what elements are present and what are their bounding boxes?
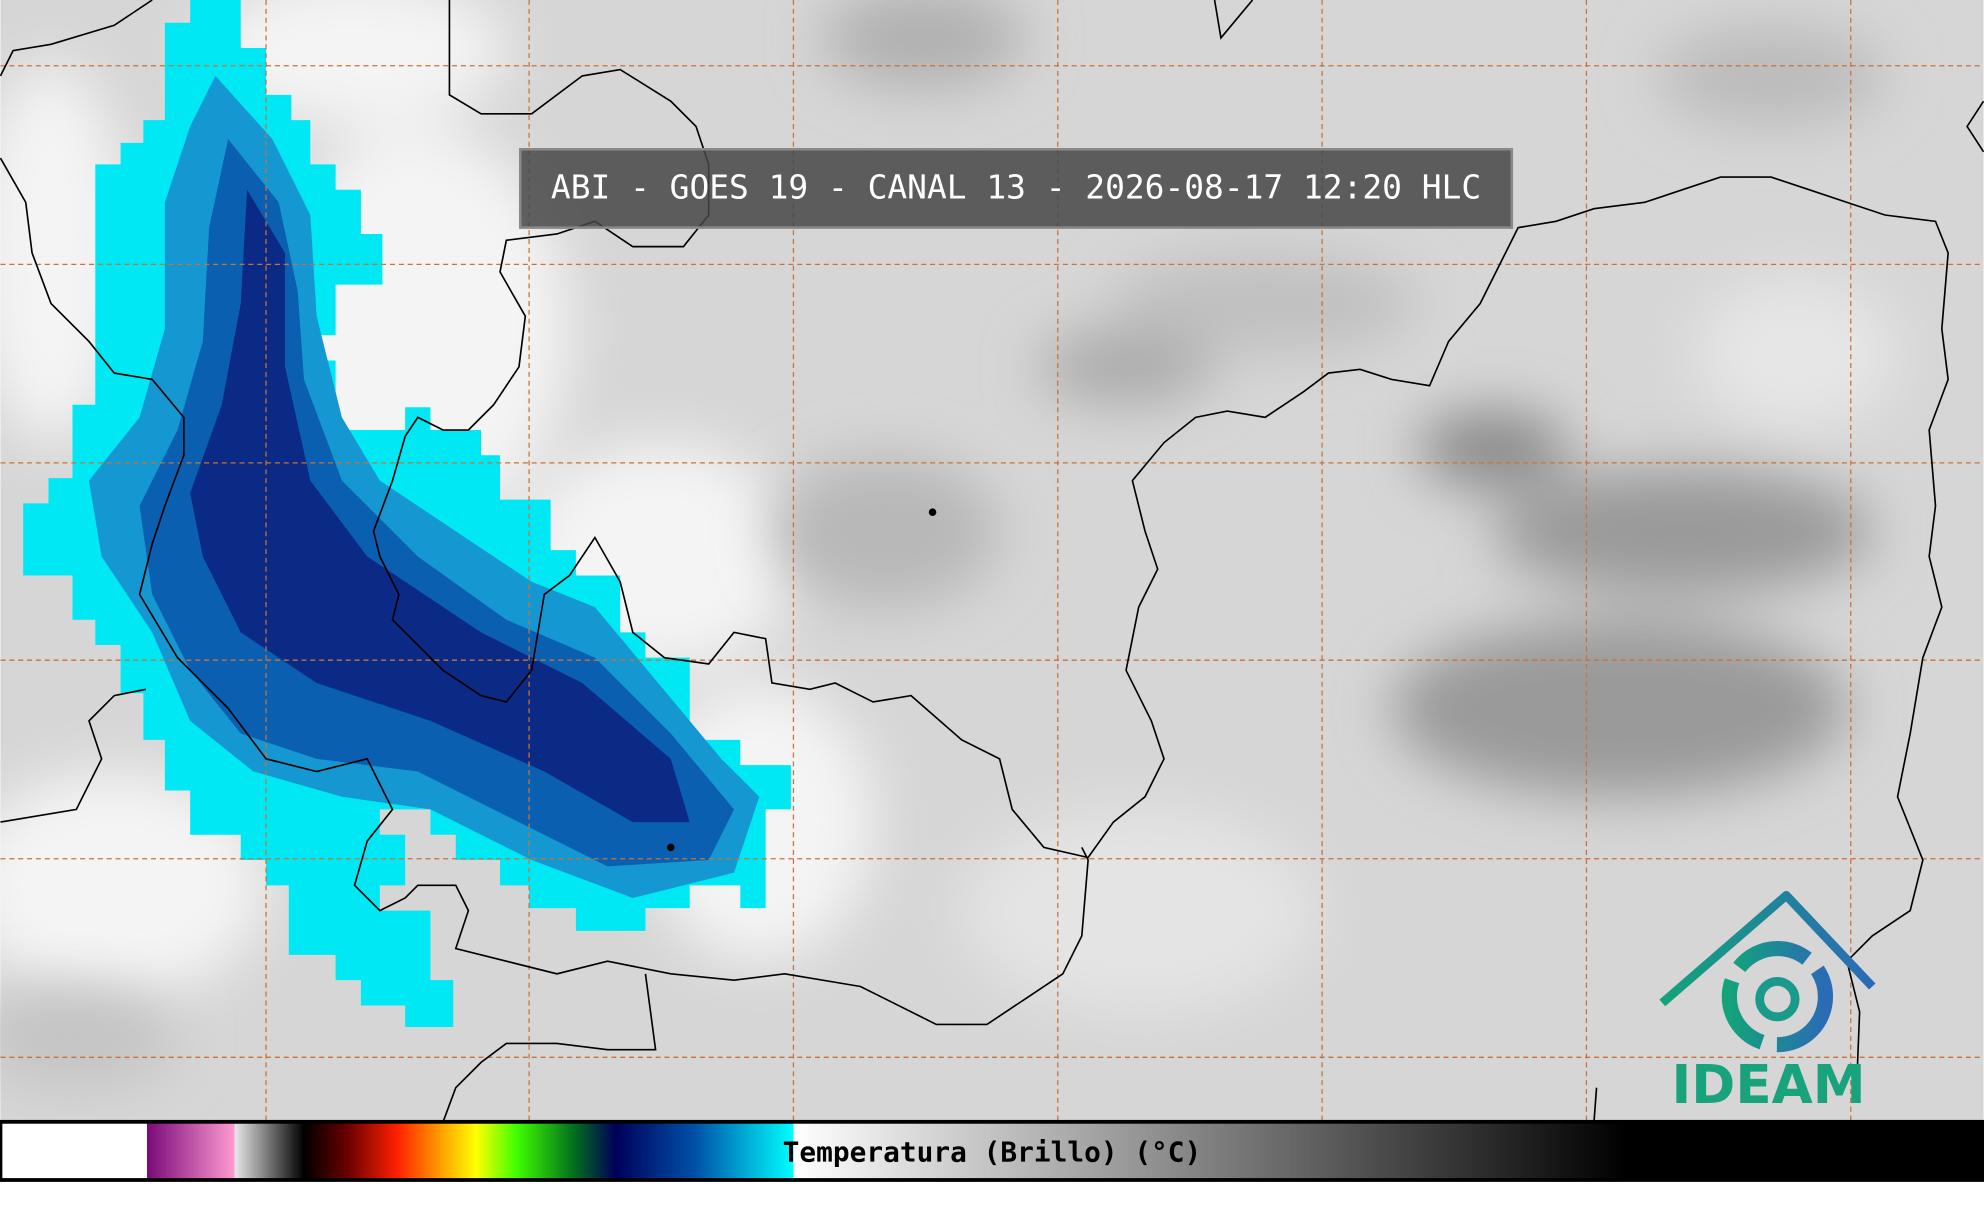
logo-roof <box>1659 891 1876 1007</box>
logo-text: IDEAM <box>1672 1054 1866 1116</box>
colorbar-label: Temperatura (Brillo) (°C) <box>783 1135 1202 1168</box>
colorbar-ramp <box>0 1119 1984 1182</box>
logo-spiral <box>1721 940 1834 1053</box>
city-point <box>666 843 675 852</box>
title: ABI - GOES 19 - CANAL 13 - 2026-08-17 12… <box>551 168 1481 207</box>
logo-spiral <box>1755 977 1800 1022</box>
logo: IDEAM <box>1659 891 1876 1116</box>
colorbar: Temperatura (Brillo) (°C) <box>0 1119 1984 1182</box>
title-background <box>518 147 1514 229</box>
borders <box>0 0 1984 1123</box>
title-box: ABI - GOES 19 - CANAL 13 - 2026-08-17 12… <box>518 147 1514 229</box>
city-point <box>928 508 937 517</box>
